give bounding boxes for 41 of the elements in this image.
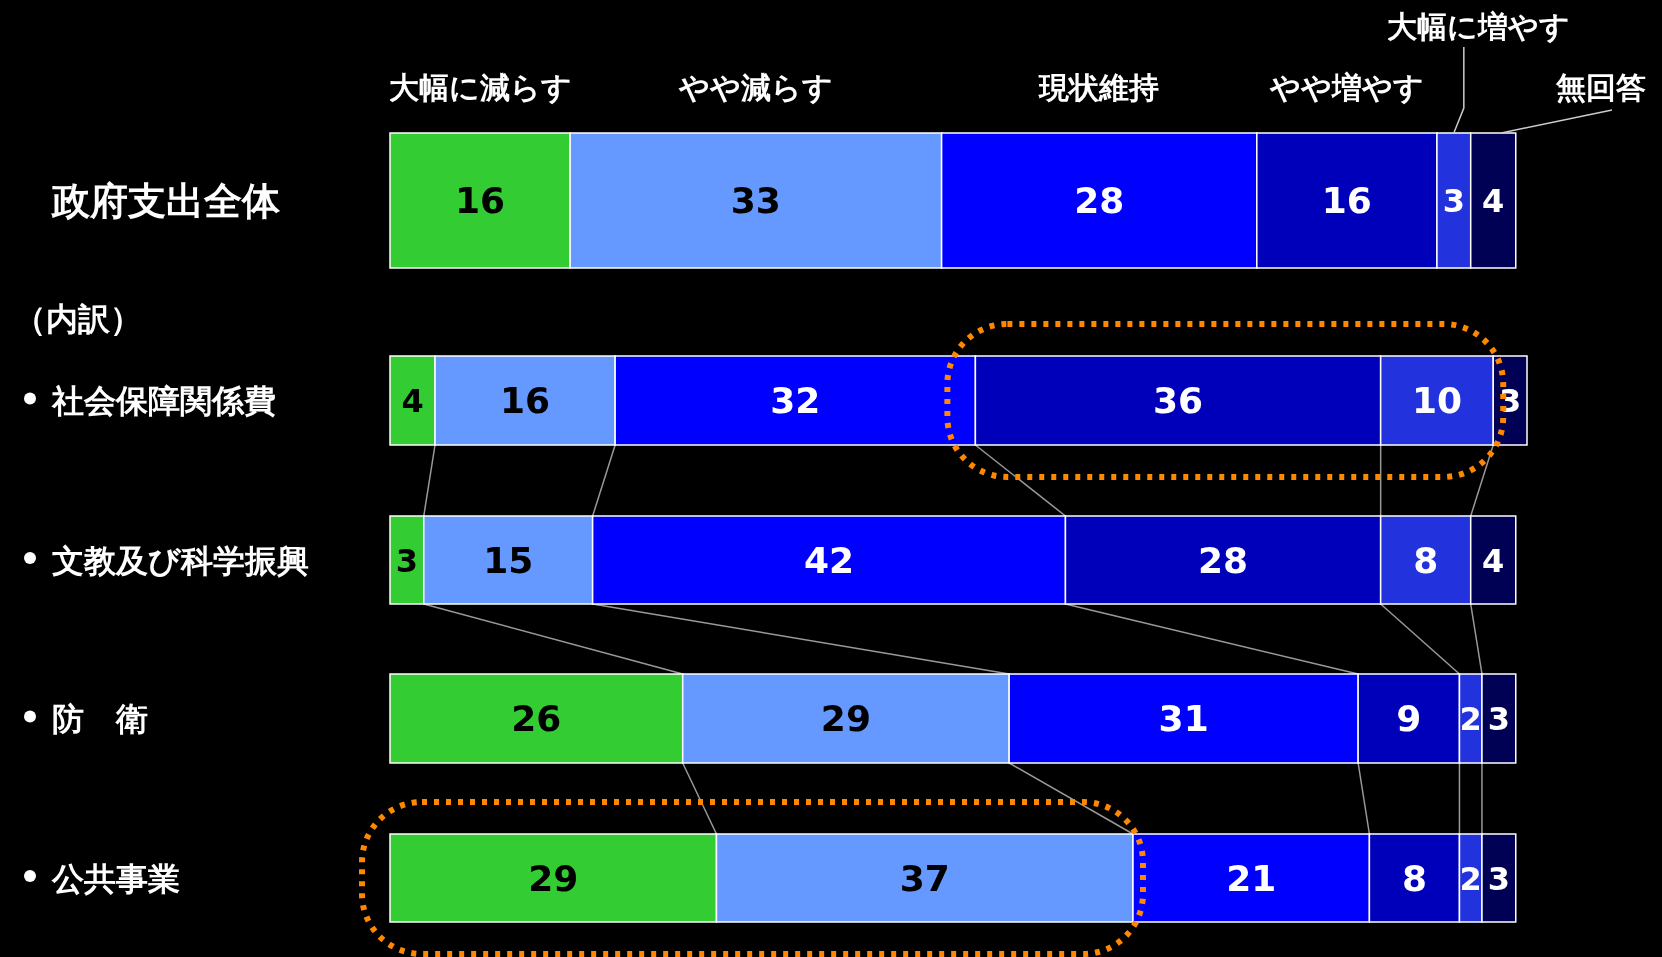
text: （内訳） — [14, 300, 142, 338]
data-label: 3 — [1442, 182, 1465, 221]
data-label: 10 — [1411, 380, 1462, 422]
data-label: 2 — [1459, 700, 1482, 739]
data-label: 3 — [1487, 859, 1510, 898]
data-label: 4 — [1482, 182, 1505, 221]
data-label: 8 — [1401, 857, 1427, 899]
data-label: 28 — [1197, 539, 1249, 581]
data-label: 37 — [899, 857, 950, 899]
data-label: 33 — [730, 180, 781, 222]
y-tick-label: 政府支出全体 — [51, 179, 281, 224]
data-label: 4 — [1482, 541, 1505, 580]
data-label: 2 — [1459, 859, 1482, 898]
data-label: 29 — [820, 698, 871, 740]
data-label: 36 — [1152, 380, 1204, 422]
data-label: 16 — [500, 380, 551, 422]
data-label: 42 — [803, 539, 855, 581]
data-label: 16 — [455, 180, 506, 222]
data-label: 16 — [1321, 180, 1372, 222]
series-label: やや減らす — [677, 70, 833, 105]
data-label: 8 — [1413, 539, 1439, 581]
data-label: 31 — [1158, 698, 1209, 740]
data-label: 32 — [770, 380, 821, 422]
data-label: 15 — [483, 539, 534, 581]
data-label: 9 — [1396, 698, 1422, 740]
data-label: 3 — [395, 541, 419, 580]
data-label: 3 — [1487, 700, 1510, 739]
series-label: 大幅に減らす — [388, 70, 572, 105]
series-label: 無回答 — [1555, 70, 1646, 105]
y-tick-label: 公共事業 — [51, 859, 180, 898]
y-tick-label: 文教及び科学振興 — [52, 541, 309, 580]
data-label: 29 — [528, 857, 579, 899]
data-label: 28 — [1074, 180, 1125, 222]
text: 大幅に増やす — [1387, 9, 1571, 44]
series-label: やや増やす — [1268, 70, 1424, 105]
data-label: 4 — [401, 382, 424, 421]
series-label: 現状維持 — [1038, 70, 1160, 105]
data-label: 21 — [1226, 857, 1277, 899]
y-tick-label: 防 衛 — [52, 700, 148, 739]
data-label: 26 — [511, 698, 562, 740]
y-tick-label: 社会保障関係費 — [51, 382, 276, 421]
